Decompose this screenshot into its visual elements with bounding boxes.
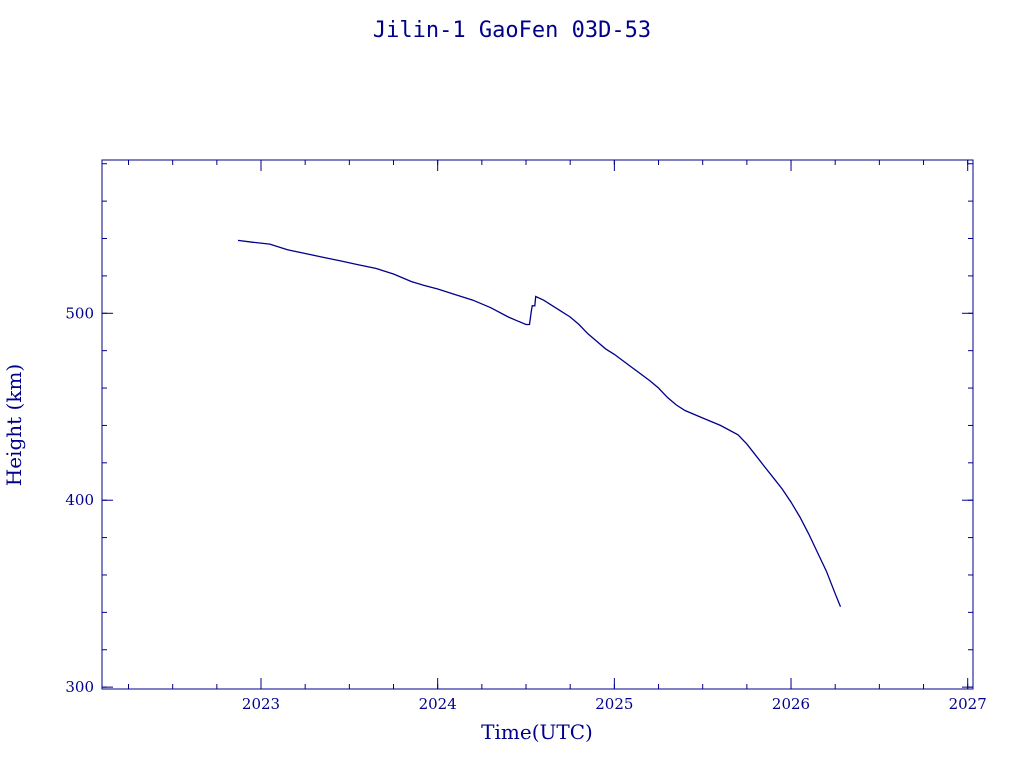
x-tick-label: 2024 bbox=[419, 695, 457, 713]
y-axis-label: Height (km) bbox=[2, 364, 26, 486]
axis-tick-labels: 2023 2024 2025 2026 2027 300 400 500 bbox=[65, 304, 986, 713]
chart-title: Jilin-1 GaoFen 03D-53 bbox=[373, 18, 651, 43]
y-tick-label: 400 bbox=[65, 491, 94, 509]
plot-frame bbox=[101, 159, 974, 690]
x-tick-label: 2023 bbox=[242, 695, 280, 713]
x-axis-label: Time(UTC) bbox=[481, 720, 593, 744]
x-tick-label: 2027 bbox=[949, 695, 987, 713]
series-line-height bbox=[237, 239, 842, 608]
y-tick-label: 300 bbox=[65, 678, 94, 696]
x-tick-label: 2025 bbox=[595, 695, 633, 713]
y-tick-label: 500 bbox=[65, 304, 94, 322]
axis-ticks bbox=[102, 160, 973, 689]
x-tick-label: 2026 bbox=[772, 695, 810, 713]
